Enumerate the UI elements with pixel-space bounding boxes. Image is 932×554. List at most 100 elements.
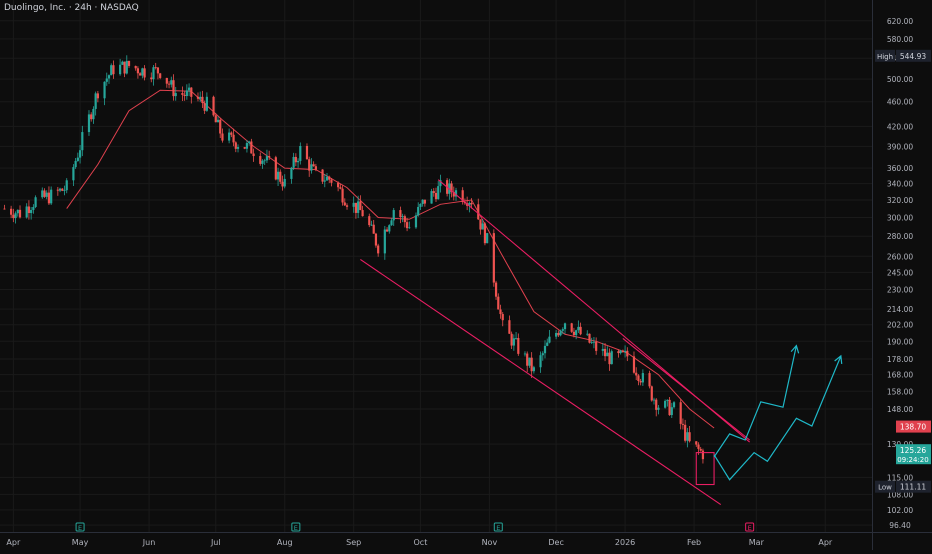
candle-down [154,67,157,69]
candle-down [279,171,282,182]
earnings-marker-label: E [496,524,500,532]
price-tick-label: 420.00 [887,122,913,131]
candle-down [56,189,59,191]
candle-up [652,399,656,401]
candle-down [492,233,495,283]
candle-down [621,350,624,352]
candle-down [314,166,317,170]
candle-up [107,75,111,79]
low-price-label-value: 111.11 [900,483,926,492]
candle-down [339,187,342,189]
candle-up [63,190,66,192]
price-tick-label: 320.00 [887,196,913,205]
candle-down [134,65,137,69]
projection-arrowhead [790,344,800,354]
high-price-label-value: 544.93 [900,52,926,61]
candle-down [603,348,607,357]
candle-up [16,209,19,214]
candle-up [92,108,95,120]
price-tick-label: 280.00 [887,232,913,241]
candle-down [608,352,611,365]
candle-up [388,225,391,232]
last-price-label-countdown: 09:24:20 [897,456,928,464]
price-tick-label: 245.00 [887,268,913,277]
candle-up [352,202,355,207]
candle-up [216,119,220,123]
time-tick-label: Sep [346,538,361,547]
candle-up [199,96,202,99]
candle-down [345,205,349,207]
candle-up [94,93,97,109]
price-tick-label: 108.00 [887,490,913,499]
candle-down [259,156,262,164]
candle-down [508,320,511,334]
candle-down [377,245,380,254]
candle-up [686,432,689,441]
price-tick-label: 580.00 [887,35,913,44]
chart-title: Duolingo, Inc. · 24h · NASDAQ [4,3,139,13]
time-tick-label: Nov [482,538,498,547]
candle-down [681,423,685,425]
candle-down [650,386,653,401]
candle-down [626,350,629,357]
candle-down [243,147,246,149]
drawings-layer [360,179,843,506]
price-tick-label: 178.00 [887,355,913,364]
candle-up [523,353,527,355]
candles-layer [3,55,705,464]
candle-up [323,180,326,182]
candle-down [156,67,160,74]
channel-line-lower [360,258,722,506]
candle-up [265,156,269,161]
candle-down [361,210,364,217]
price-tick-label: 360.00 [887,164,913,173]
candle-up [50,189,53,204]
candle-down [18,209,22,218]
price-tick-label: 260.00 [887,252,913,261]
candle-up [606,352,609,357]
candle-down [477,204,480,220]
candle-up [514,338,518,339]
price-tick-label: 340.00 [887,180,913,189]
candle-up [541,353,544,356]
earnings-marker-label: E [78,524,82,532]
candle-up [261,160,264,164]
price-tick-label: 500.00 [887,75,913,84]
candle-down [595,341,598,351]
candle-down [648,373,651,387]
candle-down [385,229,389,232]
candle-up [325,176,329,181]
candle-up [619,350,622,354]
candle-down [136,68,140,74]
candle-up [539,355,542,368]
candle-down [232,134,235,143]
candle-down [530,357,533,372]
candle-down [268,156,271,158]
time-tick-label: Jun [142,538,156,547]
candle-down [123,61,126,74]
candle-up [561,329,564,331]
candle-up [670,407,673,416]
moving-average-layer [66,89,715,429]
candle-up [276,171,280,180]
candle-down [181,93,184,95]
price-tick-label: 168.00 [887,371,913,380]
candle-up [283,178,286,187]
candle-up [577,326,580,331]
candle-down [47,192,51,204]
low-price-label-prefix-bg [875,480,895,493]
price-tick-label: 158.00 [887,387,913,396]
candle-up [310,164,313,171]
candle-up [641,373,644,383]
candle-up [119,64,122,75]
candle-down [341,188,344,203]
candle-up [486,233,489,244]
time-tick-label: May [72,538,89,547]
candle-down [330,179,333,183]
candle-down [497,296,500,310]
moving-average-line [66,89,715,429]
candle-up [299,145,302,161]
candle-up [78,150,82,158]
